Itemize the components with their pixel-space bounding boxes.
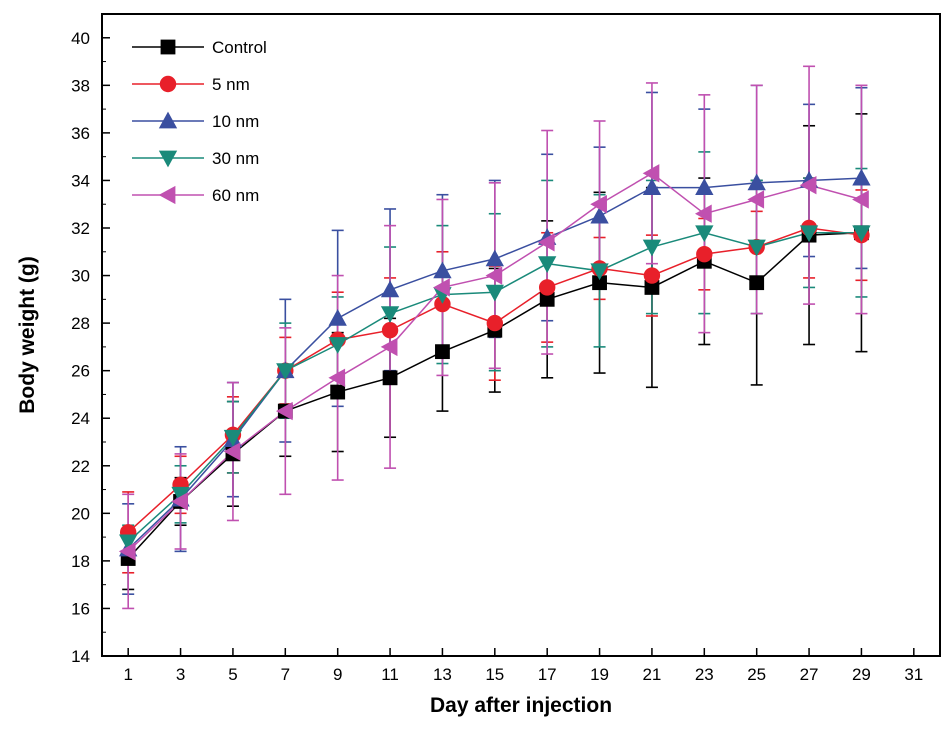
y-tick-label: 14: [71, 647, 90, 666]
y-tick-label: 18: [71, 552, 90, 571]
x-tick-label: 9: [333, 665, 342, 684]
data-point: [433, 278, 450, 297]
legend-item: 10 nm: [132, 111, 259, 131]
data-point: [435, 344, 450, 360]
x-tick-label: 11: [381, 665, 399, 684]
y-tick-label: 36: [71, 124, 90, 143]
y-tick-label: 32: [71, 219, 90, 238]
data-point: [328, 309, 347, 326]
data-point: [485, 249, 504, 267]
x-tick-label: 1: [123, 665, 132, 684]
legend-marker: [159, 75, 177, 93]
data-point: [119, 534, 138, 552]
data-point: [537, 233, 555, 252]
data-point: [380, 337, 398, 357]
legend-marker: [160, 39, 176, 55]
plot-frame: [101, 13, 941, 657]
data-point: [486, 314, 504, 332]
data-point: [276, 363, 295, 380]
y-tick-label: 28: [71, 314, 90, 333]
data-point: [695, 178, 714, 195]
x-tick-label: 7: [281, 665, 290, 684]
y-tick-label: 22: [71, 457, 90, 476]
data-point: [223, 429, 243, 447]
x-tick-label: 15: [485, 665, 504, 684]
data-point: [223, 442, 241, 461]
data-point: [590, 195, 607, 214]
data-point: [433, 261, 452, 279]
data-point: [118, 542, 136, 561]
legend-label: 10 nm: [212, 112, 259, 131]
y-tick-label: 38: [71, 76, 90, 95]
data-point: [642, 178, 662, 195]
data-point: [381, 322, 399, 339]
x-tick-label: 31: [904, 665, 923, 684]
x-tick-label: 21: [642, 665, 661, 684]
legend: Control 5 nm 10 nm 30 nm 60 nm: [132, 38, 267, 205]
data-point: [485, 284, 504, 302]
y-tick-label: 24: [71, 409, 90, 428]
legend-label: 60 nm: [212, 186, 259, 205]
x-axis-title: Day after injection: [430, 694, 612, 717]
legend-item: 30 nm: [132, 149, 259, 168]
data-point: [852, 168, 871, 186]
x-tick-label: 17: [538, 665, 557, 684]
x-tick-label: 13: [433, 665, 452, 684]
marker-layer: [118, 164, 871, 566]
legend-item: 60 nm: [132, 185, 259, 205]
data-point: [171, 492, 188, 511]
legend-label: Control: [212, 38, 267, 57]
data-point: [852, 225, 871, 243]
data-point: [380, 306, 400, 323]
x-tick-label: 27: [800, 665, 819, 684]
data-point: [643, 267, 661, 284]
data-point: [694, 204, 712, 223]
x-tick-label: 25: [747, 665, 766, 684]
y-tick-label: 26: [71, 362, 90, 381]
data-point: [590, 206, 609, 224]
legend-marker: [158, 111, 178, 129]
legend-label: 5 nm: [212, 75, 250, 94]
data-point: [747, 190, 765, 209]
axis-layer: 1 3 5 7 9 11 13 15 17 19 21 23 25 27 29 311416182022242…: [71, 29, 923, 684]
data-point: [380, 280, 400, 298]
data-point: [382, 370, 398, 386]
data-point: [485, 266, 503, 285]
x-tick-label: 5: [228, 665, 237, 684]
data-point: [330, 384, 346, 400]
data-point: [747, 239, 766, 257]
data-point: [328, 337, 347, 354]
data-point: [538, 256, 557, 273]
data-point: [642, 164, 660, 183]
x-tick-label: 23: [695, 665, 714, 684]
data-point: [852, 190, 869, 209]
y-tick-label: 16: [71, 599, 90, 618]
legend-item: 5 nm: [132, 75, 250, 94]
y-tick-label: 40: [71, 29, 90, 48]
data-point: [695, 225, 714, 243]
y-tick-label: 20: [71, 504, 90, 523]
data-point: [747, 173, 766, 191]
data-point: [799, 176, 817, 195]
data-point: [538, 279, 556, 296]
x-tick-label: 19: [590, 665, 609, 684]
data-point: [642, 239, 662, 257]
data-point: [696, 245, 713, 263]
y-tick-label: 34: [71, 171, 90, 190]
data-point: [275, 401, 293, 421]
legend-marker: [158, 150, 178, 168]
y-axis-title: Body weight (g): [16, 256, 39, 413]
x-tick-label: 3: [176, 665, 185, 684]
data-point: [799, 225, 819, 243]
data-point: [749, 275, 765, 291]
data-point: [590, 263, 609, 281]
x-tick-label: 29: [852, 665, 871, 684]
y-tick-label: 30: [71, 267, 90, 286]
data-point: [328, 368, 346, 387]
legend-marker: [158, 185, 176, 205]
legend-label: 30 nm: [212, 149, 259, 168]
legend-item: Control: [132, 38, 267, 57]
